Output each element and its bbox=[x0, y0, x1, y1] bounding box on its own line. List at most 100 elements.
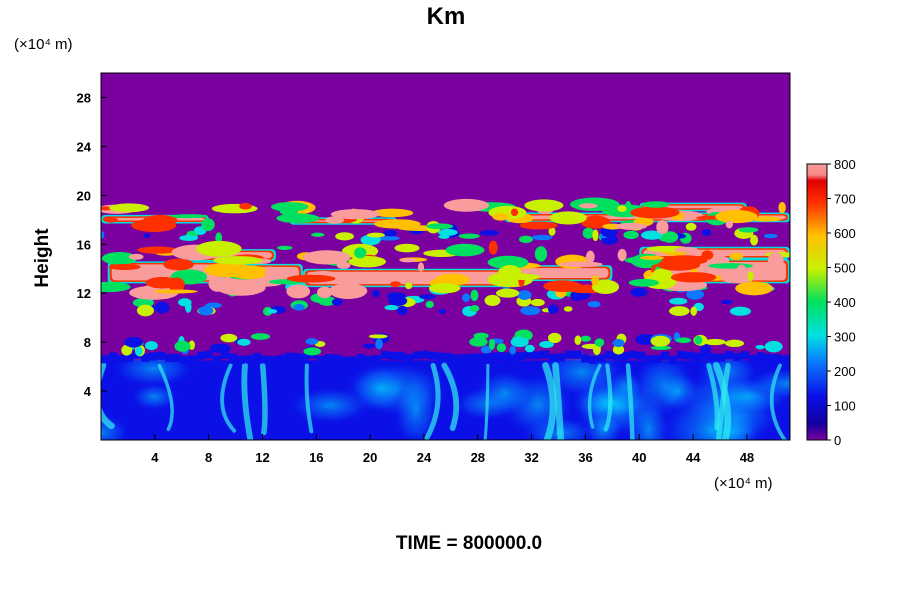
field-blob bbox=[132, 298, 155, 308]
lower-layer-edge bbox=[653, 355, 661, 364]
field-blob bbox=[286, 284, 311, 299]
field-blob bbox=[661, 255, 708, 266]
lower-layer-edge bbox=[173, 353, 181, 362]
eddy-streak bbox=[241, 362, 254, 440]
field-blob bbox=[137, 246, 178, 254]
lower-layer-edge bbox=[205, 350, 213, 359]
lower-layer-edge bbox=[157, 351, 165, 360]
x-tick-label: 36 bbox=[578, 450, 592, 465]
field-blob bbox=[178, 298, 192, 307]
field-blob bbox=[737, 264, 747, 275]
lower-layer-edge bbox=[213, 355, 221, 364]
field-blob bbox=[135, 346, 143, 356]
field-blob bbox=[276, 245, 293, 250]
field-blob bbox=[676, 337, 692, 344]
field-blob bbox=[305, 338, 319, 345]
eddy-streak bbox=[625, 363, 635, 440]
colorbar-tick-label: 400 bbox=[834, 295, 856, 310]
eddy-streak bbox=[441, 362, 460, 431]
field-blob bbox=[686, 289, 705, 300]
field-blob bbox=[639, 255, 665, 260]
field-blob bbox=[729, 306, 752, 316]
field-blob bbox=[612, 339, 625, 348]
lower-layer-edge bbox=[613, 352, 621, 361]
field-blob bbox=[179, 234, 199, 242]
lower-layer-edge bbox=[197, 351, 205, 360]
field-blob bbox=[276, 213, 320, 224]
field-blob bbox=[389, 281, 401, 288]
field-blob bbox=[143, 233, 151, 238]
field-blob bbox=[239, 202, 252, 210]
field-blob bbox=[488, 338, 496, 350]
field-blob bbox=[617, 205, 627, 212]
lower-layer-edge bbox=[621, 352, 629, 361]
lower-layer-edge bbox=[493, 352, 501, 361]
x-unit-label: (×10⁴ m) bbox=[714, 475, 773, 492]
field-blob bbox=[470, 289, 479, 302]
field-blob bbox=[129, 285, 179, 300]
field-blob bbox=[286, 274, 336, 283]
field-blob bbox=[121, 344, 133, 356]
lower-layer-edge bbox=[229, 353, 237, 362]
lower-layer-edge bbox=[477, 353, 485, 362]
field-blob bbox=[462, 293, 471, 303]
lower-layer-edge bbox=[637, 351, 645, 360]
x-tick-label: 40 bbox=[632, 450, 646, 465]
lower-layer-edge bbox=[781, 355, 789, 364]
field-blob bbox=[488, 240, 498, 255]
y-axis-ticks: 4 8 12 16 20 24 28 bbox=[77, 90, 107, 399]
lower-layer-edge bbox=[301, 353, 309, 362]
field-blob bbox=[669, 297, 688, 305]
field-blob bbox=[524, 344, 535, 353]
field-blob bbox=[372, 289, 380, 298]
x-tick-label: 32 bbox=[524, 450, 538, 465]
field-blob bbox=[228, 265, 269, 280]
colorbar-tick-label: 600 bbox=[834, 226, 856, 241]
eddy-streak bbox=[552, 362, 565, 440]
field-blob bbox=[386, 292, 407, 300]
field-blob bbox=[484, 294, 501, 307]
field-blob bbox=[174, 340, 191, 352]
field-blob bbox=[725, 219, 734, 229]
lower-layer-edge bbox=[453, 354, 461, 363]
lower-layer-edge bbox=[749, 354, 757, 363]
x-tick-label: 44 bbox=[686, 450, 701, 465]
eddy-streak bbox=[712, 362, 732, 440]
field-blob bbox=[623, 230, 639, 240]
lower-layer-edge bbox=[725, 351, 733, 360]
lower-layer-edge bbox=[413, 351, 421, 360]
lower-layer-edge bbox=[357, 354, 365, 363]
field-blob bbox=[108, 263, 141, 271]
field-blob bbox=[578, 203, 598, 209]
field-blob bbox=[250, 333, 271, 340]
lower-layer-edge bbox=[717, 353, 725, 362]
field-blob bbox=[384, 304, 399, 311]
field-blob bbox=[426, 223, 454, 230]
colorbar-tick-label: 0 bbox=[834, 433, 841, 448]
field-blob bbox=[348, 255, 387, 268]
field-blob bbox=[630, 287, 648, 297]
field-blob bbox=[510, 336, 529, 348]
field-blob bbox=[473, 332, 489, 340]
lower-layer-edge bbox=[349, 356, 357, 365]
x-tick-label: 48 bbox=[740, 450, 754, 465]
lower-layer-edge bbox=[109, 352, 117, 361]
lower-layer-edge bbox=[397, 351, 405, 360]
field-blob bbox=[238, 279, 254, 289]
field-blob bbox=[265, 266, 275, 278]
field-blob bbox=[438, 234, 450, 239]
lower-layer-edge bbox=[765, 353, 773, 362]
field-blob bbox=[237, 338, 251, 346]
field-blob bbox=[371, 208, 414, 218]
field-blob bbox=[669, 306, 690, 316]
lower-layer-edge bbox=[125, 353, 133, 362]
eddy-streak bbox=[157, 363, 174, 432]
lower-layer-edge bbox=[389, 351, 397, 360]
field-blob bbox=[707, 263, 754, 269]
heatmap-field bbox=[101, 197, 790, 440]
field-blob bbox=[519, 221, 558, 230]
field-blob bbox=[656, 220, 669, 235]
field-blob bbox=[443, 198, 490, 212]
field-blob bbox=[325, 216, 345, 224]
field-blob bbox=[469, 305, 480, 312]
